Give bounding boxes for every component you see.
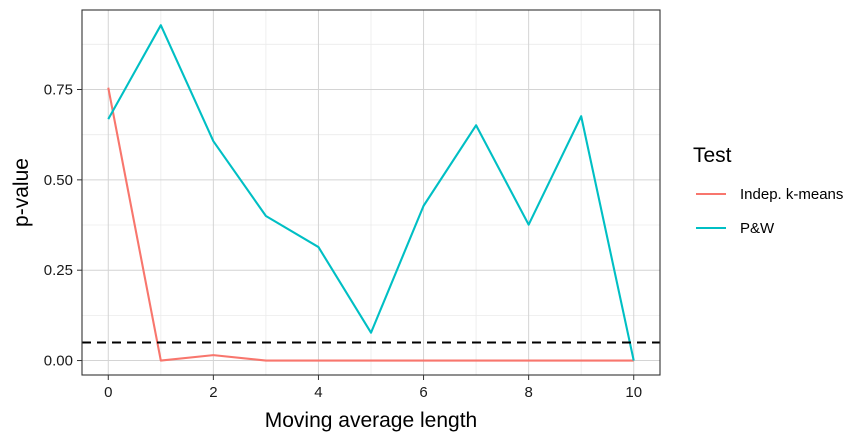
legend-title: Test [693,144,732,167]
x-tick-label: 10 [625,384,642,401]
x-tick-label: 4 [314,384,322,401]
legend-label: Indep. k-means [740,186,843,203]
y-axis-ticks: 0.00 0.25 0.50 0.75 [44,82,82,370]
x-tick-label: 6 [419,384,427,401]
y-tick-label: 0.50 [44,172,73,189]
x-axis-title: Moving average length [265,409,477,432]
grid-minor-lines [82,10,660,375]
y-tick-label: 0.75 [44,82,73,99]
grid-major-lines [82,10,660,375]
series-line [107,24,635,361]
legend-items: Indep. k-means P&W [696,186,843,237]
legend-label: P&W [740,220,775,237]
series-line [107,87,634,362]
series-layer [107,24,635,362]
x-axis-ticks: 0 2 4 6 8 10 [104,375,642,401]
x-tick-label: 8 [524,384,532,401]
x-tick-label: 2 [209,384,217,401]
y-tick-label: 0.25 [44,262,73,279]
y-tick-label: 0.00 [44,353,73,370]
y-axis-title: p-value [10,158,33,227]
plot-panel-border [81,9,661,376]
legend: Test Indep. k-means P&W [693,144,843,237]
x-tick-label: 0 [104,384,112,401]
